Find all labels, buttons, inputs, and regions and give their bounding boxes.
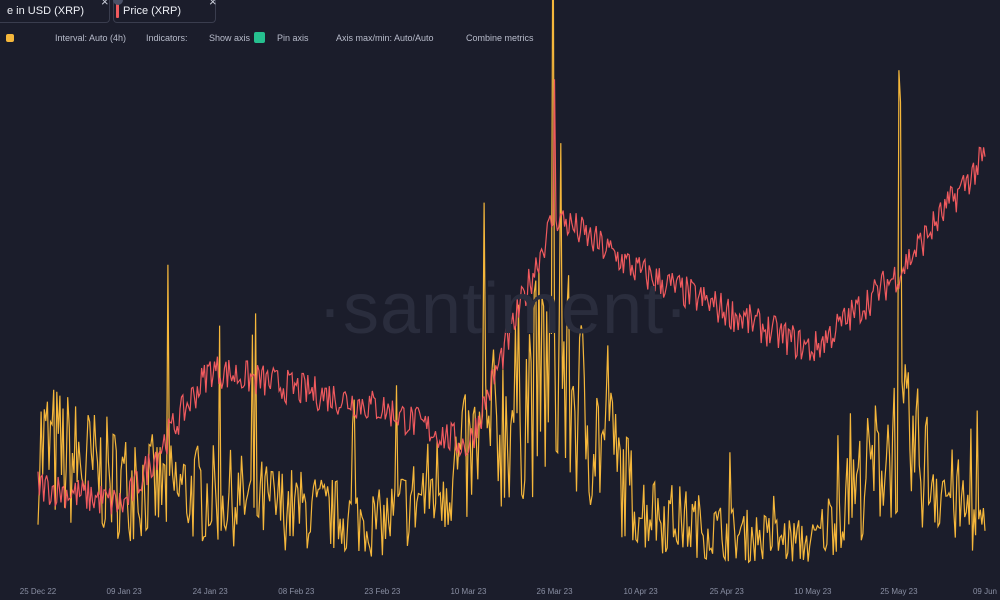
- show-axis-label[interactable]: Show axis: [209, 33, 251, 43]
- metric-chip-volume-label: e in USD (XRP): [7, 5, 85, 17]
- combine-metrics-button[interactable]: Combine metrics: [466, 33, 534, 43]
- pin-axis-button[interactable]: Pin axis: [277, 33, 309, 43]
- x-tick-label: 08 Feb 23: [278, 587, 315, 596]
- volume-color-swatch[interactable]: [6, 34, 14, 42]
- interval-selector[interactable]: Interval: Auto (4h): [55, 33, 127, 43]
- x-tick-label: 10 May 23: [794, 587, 832, 596]
- show-axis-toggle[interactable]: [254, 32, 265, 43]
- indicators-menu[interactable]: Indicators:: [146, 33, 188, 43]
- axis-maxmin-button[interactable]: Axis max/min: Auto/Auto: [336, 33, 434, 43]
- close-icon[interactable]: ×: [101, 0, 109, 9]
- x-tick-label: 10 Apr 23: [624, 587, 659, 596]
- x-tick-label: 26 Mar 23: [537, 587, 574, 596]
- x-tick-label: 09 Jun: [973, 587, 997, 596]
- close-icon[interactable]: ×: [209, 0, 217, 9]
- x-tick-label: 25 May 23: [880, 587, 918, 596]
- series-line-volume: [37, 0, 986, 564]
- x-tick-label: 24 Jan 23: [193, 587, 229, 596]
- price-color-marker: [116, 4, 119, 19]
- toolbar: Interval: Auto (4h) Indicators: Show axi…: [0, 30, 1000, 46]
- x-tick-label: 25 Apr 23: [710, 587, 745, 596]
- series-line-price: [37, 79, 986, 515]
- x-tick-label: 09 Jan 23: [107, 587, 143, 596]
- x-tick-label: 10 Mar 23: [450, 587, 487, 596]
- santiment-watermark: ·santiment·: [318, 269, 690, 349]
- settings-handle-icon[interactable]: [113, 0, 123, 5]
- metric-chip-price-label: Price (XRP): [123, 5, 182, 17]
- x-tick-label: 25 Dec 22: [20, 587, 57, 596]
- metric-chip-price[interactable]: Price (XRP) ×: [113, 0, 217, 23]
- x-tick-label: 23 Feb 23: [364, 587, 401, 596]
- metric-chip-volume[interactable]: e in USD (XRP) ×: [0, 0, 110, 23]
